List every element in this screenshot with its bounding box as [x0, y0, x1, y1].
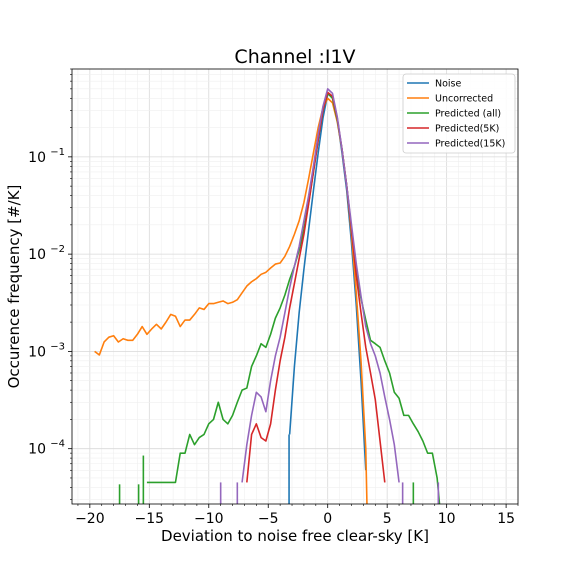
y-tick-exponent: −2: [50, 244, 65, 255]
x-tick-label: −10: [194, 511, 224, 527]
series-line-4: [246, 91, 386, 483]
y-tick-label: 10: [28, 344, 46, 360]
x-tick-label: 5: [383, 511, 392, 527]
series-layer: [94, 88, 441, 505]
y-axis-label: Occurence frequency [#/K]: [5, 185, 23, 389]
legend-label: Noise: [435, 79, 462, 90]
chart-title: Channel :I1V: [234, 46, 355, 68]
x-axis-label: Deviation to noise free clear-sky [K]: [161, 527, 429, 545]
plot-frame: [71, 68, 519, 505]
y-tick-exponent: −3: [50, 341, 65, 352]
series-line-5: [241, 88, 400, 483]
y-tick-label: 10: [28, 247, 46, 263]
legend: Noise Uncorrected Predicted (all) Predicted…: [402, 73, 516, 154]
grid-lines: [72, 68, 519, 504]
x-tick-label: 0: [323, 511, 332, 527]
legend-label: Predicted(5K): [435, 124, 499, 135]
series-line-3: [146, 92, 441, 505]
axis-ticks: −20 −15 −10 −5 0 5 10 15 10 −1 10 −2 10 −3 10 −4: [28, 68, 519, 527]
x-tick-label: −5: [258, 511, 279, 527]
legend-label: Predicted(15K): [435, 139, 505, 150]
x-tick-label: 15: [497, 511, 515, 527]
legend-label: Uncorrected: [435, 94, 493, 105]
y-tick-label: 10: [28, 442, 46, 458]
legend-label: Predicted (all): [435, 109, 501, 120]
x-tick-label: −20: [75, 511, 105, 527]
y-tick-exponent: −1: [50, 147, 65, 158]
y-tick-label: 10: [28, 150, 46, 166]
legend-box: [402, 73, 516, 154]
x-tick-label: −15: [135, 511, 165, 527]
x-tick-label: 10: [438, 511, 456, 527]
y-tick-exponent: −4: [50, 439, 65, 450]
